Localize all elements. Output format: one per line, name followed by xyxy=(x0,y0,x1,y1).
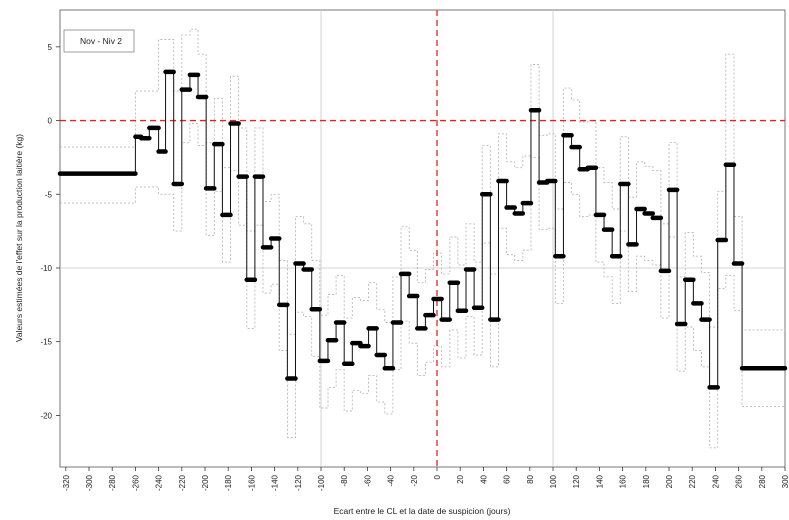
x-tick-label: 160 xyxy=(619,474,628,488)
series-nov-niv2 xyxy=(57,69,788,390)
x-tick-label: -20 xyxy=(410,474,419,486)
x-tick-label: -320 xyxy=(62,474,71,491)
x-tick-label: 100 xyxy=(549,474,558,488)
x-tick-label: 60 xyxy=(503,474,512,483)
legend: Nov - Niv 2 xyxy=(63,29,135,53)
x-tick-label: -60 xyxy=(363,474,372,486)
x-tick-label: -80 xyxy=(340,474,349,486)
x-tick-label: 220 xyxy=(688,474,697,488)
y-tick-label: 5 xyxy=(48,43,53,52)
x-tick-label: 40 xyxy=(479,474,488,483)
x-tick-label: -300 xyxy=(85,474,94,491)
legend-box xyxy=(63,29,135,53)
y-tick-label: -20 xyxy=(40,411,52,420)
y-tick-label: -15 xyxy=(40,338,52,347)
x-tick-label: 300 xyxy=(781,474,789,488)
y-tick-label: 0 xyxy=(48,117,53,126)
x-tick-label: -100 xyxy=(317,474,326,491)
x-tick-label: -180 xyxy=(224,474,233,491)
x-tick-label: -280 xyxy=(108,474,117,491)
confidence-band-lower xyxy=(60,123,785,449)
x-tick-label: 80 xyxy=(526,474,535,483)
x-axis: -320 -300 -280 -260 -240 -220 -200 -180 -160 -140… xyxy=(62,467,789,491)
x-tick-label: 280 xyxy=(758,474,767,488)
x-axis-title: Ecart entre le CL et la date de suspicio… xyxy=(334,506,511,516)
x-tick-label: 120 xyxy=(572,474,581,488)
grid-lines xyxy=(60,10,785,467)
y-tick-label: -5 xyxy=(45,190,53,199)
x-tick-label: 240 xyxy=(711,474,720,488)
x-tick-label: -120 xyxy=(294,474,303,491)
confidence-band-upper xyxy=(60,28,785,335)
x-tick-label: 260 xyxy=(735,474,744,488)
x-tick-label: 20 xyxy=(456,474,465,483)
x-tick-label: -240 xyxy=(155,474,164,491)
confidence-band xyxy=(60,28,785,449)
x-tick-label: -200 xyxy=(201,474,210,491)
x-tick-label: -260 xyxy=(131,474,140,491)
x-tick-label: 200 xyxy=(665,474,674,488)
x-tick-label: -220 xyxy=(178,474,187,491)
x-tick-label: 140 xyxy=(595,474,604,488)
x-tick-label: 180 xyxy=(642,474,651,488)
x-tick-label: -40 xyxy=(387,474,396,486)
x-tick-label: 0 xyxy=(433,474,442,479)
y-axis: 5 0 -5 -10 -15 -20 xyxy=(40,43,60,420)
x-tick-label: -160 xyxy=(247,474,256,491)
plot-area xyxy=(59,9,786,468)
legend-label: Nov - Niv 2 xyxy=(80,36,122,46)
reference-lines xyxy=(60,10,785,467)
y-tick-label: -10 xyxy=(40,264,52,273)
y-axis-title: Valeurs estimées de l'effet sur la produ… xyxy=(14,134,24,342)
x-tick-label: -140 xyxy=(271,474,280,491)
